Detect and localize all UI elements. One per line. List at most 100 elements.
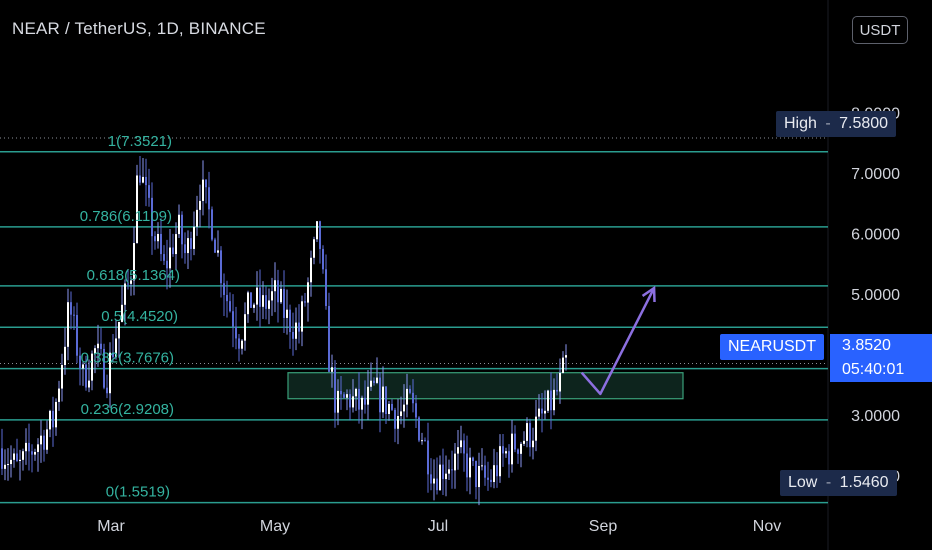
candle-body bbox=[220, 250, 222, 284]
candle-body bbox=[343, 394, 345, 398]
time-tick: Jul bbox=[428, 518, 448, 535]
candle-body bbox=[115, 338, 117, 358]
candle-body bbox=[121, 304, 123, 322]
candle-body bbox=[394, 409, 396, 429]
candle-body bbox=[283, 288, 285, 318]
candle-body bbox=[124, 283, 126, 305]
candle-body bbox=[133, 243, 135, 281]
candle-body bbox=[538, 408, 540, 417]
low-label: Low bbox=[788, 474, 818, 491]
low-value: 1.5460 bbox=[839, 474, 889, 491]
candle-body bbox=[79, 355, 81, 369]
candle-body bbox=[373, 380, 375, 383]
candle-body bbox=[400, 411, 402, 417]
candle-body bbox=[328, 306, 330, 372]
candle-body bbox=[439, 464, 441, 491]
candle-body bbox=[181, 214, 183, 245]
fib-label: 0(1.5519) bbox=[106, 484, 170, 501]
candle-body bbox=[100, 343, 102, 349]
candle-body bbox=[97, 343, 99, 349]
candle-body bbox=[70, 302, 72, 315]
projection-arrowhead bbox=[641, 285, 656, 303]
candle-body bbox=[67, 302, 69, 347]
candle-body bbox=[76, 315, 78, 356]
fib-label: 0.382(3.7676) bbox=[81, 350, 174, 367]
candle-body bbox=[547, 390, 549, 411]
candle-body bbox=[271, 291, 273, 301]
candle-body bbox=[4, 464, 6, 469]
high-label: High bbox=[784, 115, 817, 132]
candle-body bbox=[265, 295, 267, 309]
fib-label: 0.618(5.1364) bbox=[87, 267, 180, 284]
candle-body bbox=[469, 457, 471, 478]
candle-body bbox=[292, 332, 294, 339]
candle-body bbox=[172, 247, 174, 255]
candle-body bbox=[295, 322, 297, 339]
candle-body bbox=[541, 408, 543, 414]
candle-body bbox=[529, 423, 531, 448]
candle-body bbox=[310, 257, 312, 283]
fib-label: 0.5(4.4520) bbox=[101, 308, 178, 325]
candle-body bbox=[361, 397, 363, 410]
time-tick: Sep bbox=[589, 518, 618, 535]
candle-body bbox=[385, 386, 387, 415]
candle-body bbox=[31, 451, 33, 455]
candle-body bbox=[55, 401, 57, 428]
candle-body bbox=[505, 451, 507, 454]
candle-body bbox=[49, 410, 51, 430]
candle-body bbox=[313, 239, 315, 258]
candle-body bbox=[244, 314, 246, 341]
candle-body bbox=[61, 364, 63, 389]
candle-body bbox=[184, 244, 186, 254]
candle-body bbox=[460, 440, 462, 448]
candle-body bbox=[562, 357, 564, 373]
candle-body bbox=[412, 392, 414, 404]
candle-body bbox=[304, 301, 306, 303]
candle-body bbox=[226, 294, 228, 302]
candle-body bbox=[508, 451, 510, 465]
candle-body bbox=[418, 417, 420, 441]
candle-body bbox=[127, 283, 129, 285]
candle-body bbox=[175, 234, 177, 255]
candle-body bbox=[1, 448, 3, 469]
candle-body bbox=[13, 453, 15, 460]
candle-body bbox=[277, 280, 279, 303]
fib-label: 1(7.3521) bbox=[108, 133, 172, 150]
candle-body bbox=[274, 280, 276, 292]
candle-body bbox=[82, 364, 84, 369]
candle-body bbox=[142, 176, 144, 183]
candle-body bbox=[319, 221, 321, 249]
candle-body bbox=[370, 380, 372, 387]
fib-label: 0.236(2.9208) bbox=[81, 401, 174, 418]
candle-body bbox=[478, 465, 480, 488]
candle-body bbox=[535, 416, 537, 441]
candle-body bbox=[238, 338, 240, 349]
candle-body bbox=[94, 348, 96, 354]
candle-body bbox=[106, 387, 108, 394]
candle-body bbox=[178, 214, 180, 235]
candle-body bbox=[202, 179, 204, 201]
time-tick: May bbox=[260, 518, 290, 535]
candle-body bbox=[28, 442, 30, 452]
price-tick: 7.0000 bbox=[851, 166, 900, 183]
candle-body bbox=[367, 386, 369, 405]
candle-body bbox=[457, 447, 459, 454]
candle-body bbox=[514, 433, 516, 450]
candles bbox=[1, 155, 567, 506]
candle-body bbox=[484, 465, 486, 478]
candle-body bbox=[157, 233, 159, 242]
candle-body bbox=[481, 465, 483, 467]
candle-body bbox=[259, 287, 261, 307]
candle-body bbox=[436, 478, 438, 491]
candle-body bbox=[409, 388, 411, 393]
candle-body bbox=[286, 309, 288, 318]
candle-body bbox=[337, 390, 339, 413]
last-price: 3.8520 bbox=[830, 334, 932, 358]
candle-body bbox=[520, 443, 522, 454]
candle-body bbox=[532, 440, 534, 448]
candle-body bbox=[346, 394, 348, 398]
candle-body bbox=[91, 353, 93, 381]
candle-body bbox=[424, 440, 426, 442]
quote-currency-button[interactable]: USDT bbox=[852, 16, 908, 44]
